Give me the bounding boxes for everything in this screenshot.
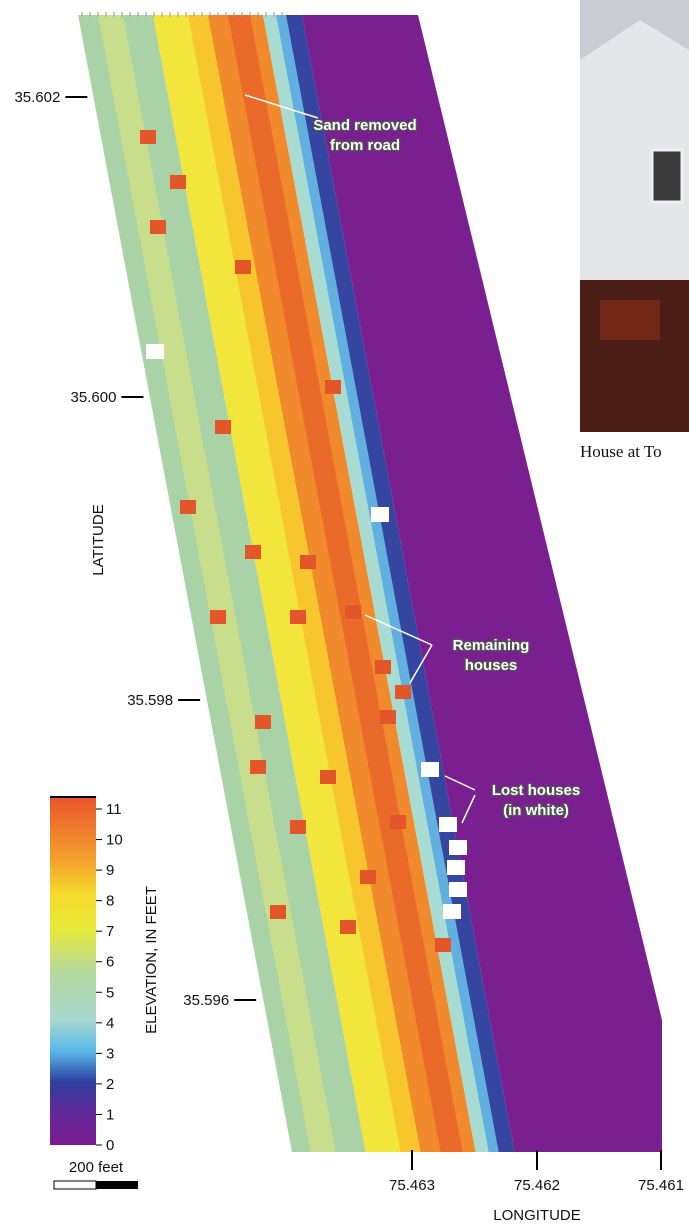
colorbar-tick-label: 11: [106, 801, 122, 818]
lost-house: [447, 860, 465, 875]
scale-bar-white: [54, 1181, 96, 1189]
house: [435, 938, 451, 952]
lost-house: [371, 507, 389, 522]
house: [345, 605, 361, 619]
latitude-tick-label: 35.596: [183, 992, 229, 1009]
house: [245, 545, 261, 559]
annotation-text: Sand removed: [313, 117, 416, 134]
y-axis-label: LATITUDE: [90, 504, 107, 575]
house: [325, 380, 341, 394]
colorbar-tick-label: 10: [106, 832, 123, 849]
x-axis-label: LONGITUDE: [493, 1207, 581, 1224]
house: [150, 220, 166, 234]
annotation-text: Lost houses: [492, 782, 580, 799]
house: [215, 420, 231, 434]
colorbar-label: ELEVATION, IN FEET: [143, 886, 160, 1034]
house: [290, 820, 306, 834]
house: [300, 555, 316, 569]
latitude-tick-label: 35.602: [14, 89, 60, 106]
house: [360, 870, 376, 884]
house: [390, 815, 406, 829]
colorbar-tick-label: 7: [106, 923, 114, 940]
colorbar-tick-label: 4: [106, 1015, 114, 1032]
house: [210, 610, 226, 624]
longitude-tick-label: 75.461: [638, 1177, 684, 1194]
house: [375, 660, 391, 674]
annotation-text: from road: [330, 137, 400, 154]
colorbar-tick-label: 3: [106, 1045, 114, 1062]
house: [270, 905, 286, 919]
lost-house: [421, 762, 439, 777]
colorbar-tick-label: 9: [106, 862, 114, 879]
house: [180, 500, 196, 514]
colorbar-tick-label: 6: [106, 954, 114, 971]
lost-house: [443, 904, 461, 919]
scale-bar-black: [96, 1181, 138, 1189]
colorbar: [50, 797, 96, 1145]
lost-house: [146, 344, 164, 359]
map-figure: House at To ELEVATION, IN FEET LATITUDE …: [0, 0, 689, 1224]
colorbar-tick-label: 5: [106, 984, 114, 1001]
house: [140, 130, 156, 144]
house: [395, 685, 411, 699]
colorbar-tick-label: 0: [106, 1137, 114, 1154]
annotation-text: Remaining: [453, 637, 530, 654]
colorbar-tick-label: 8: [106, 893, 114, 910]
house: [235, 260, 251, 274]
latitude-tick-label: 35.598: [127, 692, 173, 709]
longitude-tick-label: 75.463: [389, 1177, 435, 1194]
lost-house: [449, 840, 467, 855]
annotation-text: (in white): [503, 802, 569, 819]
colorbar-tick-label: 2: [106, 1076, 114, 1093]
house: [320, 770, 336, 784]
lost-house: [439, 817, 457, 832]
longitude-tick-label: 75.462: [514, 1177, 560, 1194]
house: [255, 715, 271, 729]
house: [340, 920, 356, 934]
scale-bar-label: 200 feet: [69, 1159, 124, 1176]
house: [290, 610, 306, 624]
house: [250, 760, 266, 774]
annotation-text: houses: [465, 657, 518, 674]
photo-caption: House at To: [580, 442, 662, 461]
lost-house: [449, 882, 467, 897]
house: [380, 710, 396, 724]
house: [170, 175, 186, 189]
latitude-tick-label: 35.600: [71, 389, 117, 406]
photo: [580, 0, 689, 432]
colorbar-tick-label: 1: [106, 1106, 114, 1123]
